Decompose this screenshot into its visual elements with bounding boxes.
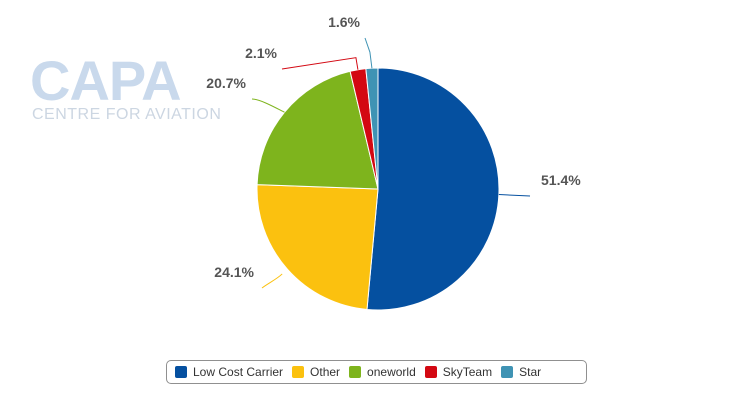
connector-line-skyteam [281,57,359,70]
legend-label: Other [310,365,341,379]
legend-swatch [292,366,305,378]
legend-swatch [175,366,187,378]
legend-swatch [424,366,437,378]
legend-item-skyteam[interactable]: SkyTeam [424,365,493,379]
data-label-star: 1.6% [328,14,360,30]
legend-swatch [501,366,514,378]
legend-label: SkyTeam [442,365,493,379]
legend-label: Low Cost Carrier [193,365,284,379]
chart-legend: Low Cost Carrier Other oneworld SkyTeam Star [166,360,587,384]
data-label-low-cost-carrier: 51.4% [541,172,581,188]
legend-label: Star [519,365,542,379]
pie-slice-other[interactable] [256,184,379,311]
connector-line-other [261,273,283,289]
legend-item-other[interactable]: Other [292,365,340,379]
pie-slice-low-cost-carrier[interactable] [366,67,500,311]
legend-item-star[interactable]: Star [501,365,541,379]
connector-line-oneworld [251,98,285,113]
connector-line-star [364,37,373,69]
pie-slice-star[interactable] [365,67,379,190]
legend-label: oneworld [367,365,416,379]
legend-swatch [349,366,362,378]
data-label-oneworld: 20.7% [206,75,246,91]
legend-item-low-cost-carrier[interactable]: Low Cost Carrier [175,365,283,379]
connector-line-low-cost-carrier [498,194,531,197]
legend-item-oneworld[interactable]: oneworld [349,365,416,379]
data-label-skyteam: 2.1% [245,45,277,61]
data-label-other: 24.1% [214,264,254,280]
